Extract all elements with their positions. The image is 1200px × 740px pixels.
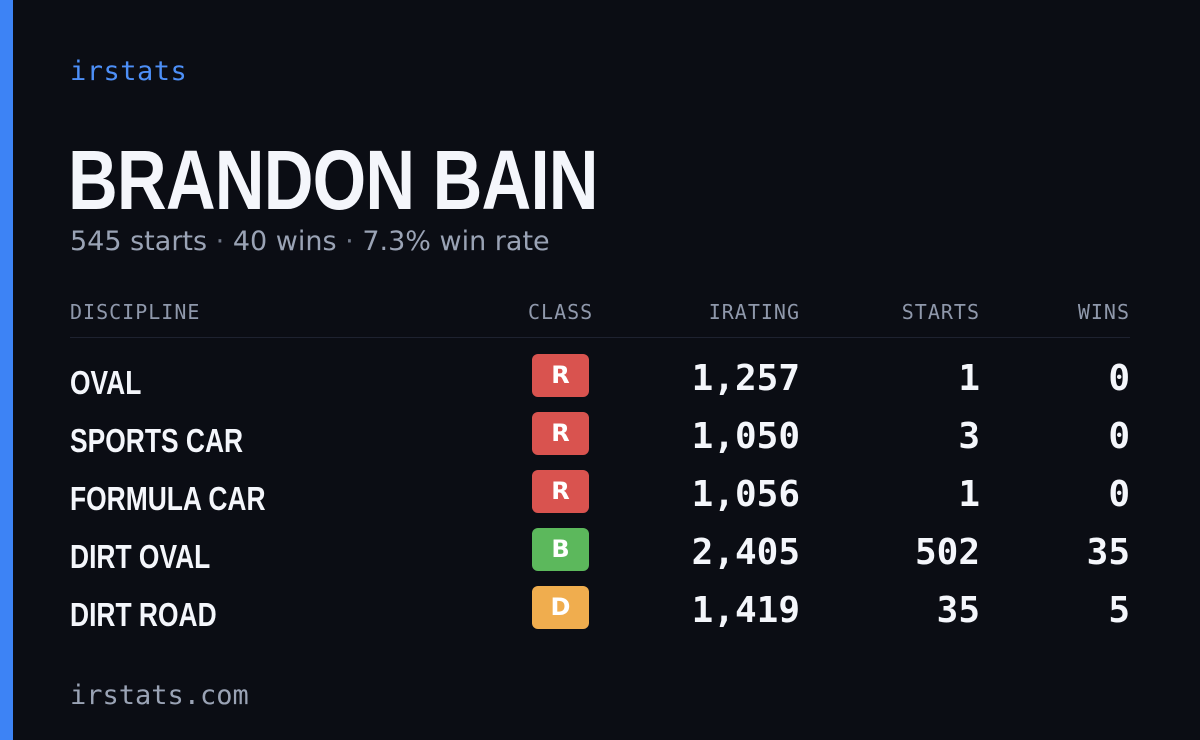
column-header-discipline: DISCIPLINE [70,300,201,324]
irating-value: 1,419 [691,590,800,631]
license-class-badge: R [532,354,589,397]
discipline-name: OVAL [70,364,142,401]
table-row: DIRT ROAD D 1,419 35 5 [70,586,1130,644]
starts-value: 1 [958,358,980,399]
license-class-badge: B [532,528,589,571]
driver-name: BRANDON BAIN [68,133,599,227]
wins-value: 35 [1086,532,1130,573]
starts-value: 502 [914,532,980,573]
starts-value: 1 [958,474,980,515]
irating-value: 2,405 [691,532,800,573]
summary-starts: 545 starts [70,226,208,257]
stats-table-header: DISCIPLINE CLASS IRATING STARTS WINS [70,300,1130,338]
discipline-name: FORMULA CAR [70,480,266,517]
column-header-class: CLASS [528,300,594,324]
table-row: FORMULA CAR R 1,056 1 0 [70,470,1130,528]
column-header-irating: IRATING [708,300,800,324]
accent-bar [0,0,13,740]
column-header-wins: WINS [1077,300,1130,324]
starts-value: 3 [958,416,980,457]
driver-summary: 545 starts · 40 wins · 7.3% win rate [70,226,550,257]
wins-value: 5 [1108,590,1130,631]
summary-separator: · [215,226,225,257]
summary-win-rate: 7.3% win rate [362,226,550,257]
summary-wins: 40 wins [232,226,337,257]
table-row: OVAL R 1,257 1 0 [70,354,1130,412]
table-row: SPORTS CAR R 1,050 3 0 [70,412,1130,470]
discipline-name: DIRT ROAD [70,596,217,633]
irating-value: 1,056 [691,474,800,515]
starts-value: 35 [936,590,980,631]
summary-separator: · [345,226,354,257]
wins-value: 0 [1108,474,1130,515]
footer-site-link[interactable]: irstats.com [70,680,249,711]
discipline-name: DIRT OVAL [70,538,211,575]
irating-value: 1,257 [691,358,800,399]
license-class-badge: R [532,412,589,455]
wins-value: 0 [1108,358,1130,399]
brand-logo[interactable]: irstats [70,56,188,87]
license-class-badge: D [532,586,589,629]
license-class-badge: R [532,470,589,513]
column-header-starts: STARTS [901,300,980,324]
wins-value: 0 [1108,416,1130,457]
table-row: DIRT OVAL B 2,405 502 35 [70,528,1130,586]
irating-value: 1,050 [691,416,800,457]
discipline-name: SPORTS CAR [70,422,244,459]
